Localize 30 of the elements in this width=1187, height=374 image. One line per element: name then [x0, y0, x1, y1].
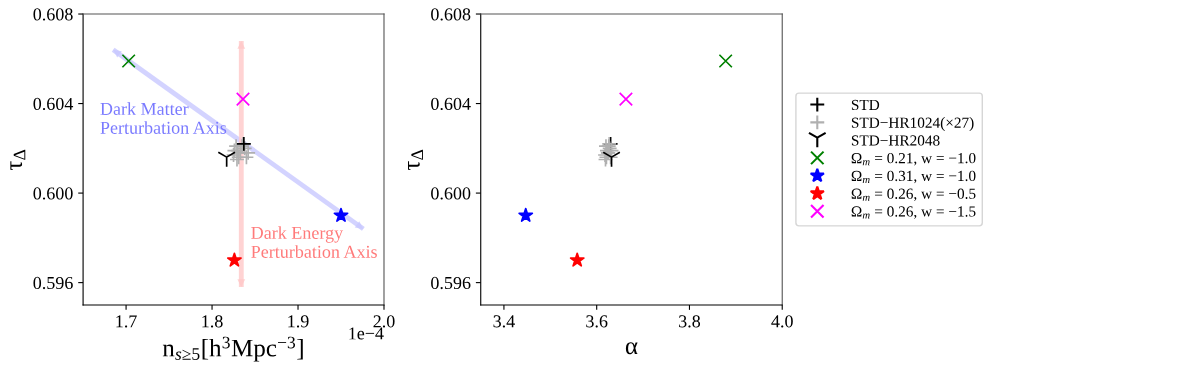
- y-axis-title: τ$_{Δ}$: [10, 149, 26, 171]
- x-tick-label: 3.6: [586, 315, 608, 328]
- x-tick-label: 4.0: [771, 315, 793, 328]
- y-tick-label: 0.604: [33, 97, 74, 111]
- legend-label: Ω$_{m}$ = 0.26, w = −1.5: [851, 206, 976, 219]
- y-tick-label: 0.600: [33, 187, 73, 200]
- x-tick-label: 1.7: [116, 315, 137, 328]
- legend-label: STD−HR1024(×27): [851, 117, 974, 131]
- y-tick-label: 0.600: [431, 187, 471, 200]
- x-axis-title: n$_{s≥5}$[h$^{3}$Mpc$^{−3}$]: [162, 336, 303, 362]
- y-tick-label: 0.596: [431, 276, 471, 290]
- x-tick-label: 1.9: [288, 315, 309, 328]
- annotation: Dark Energy Perturbation Axis: [251, 226, 377, 258]
- legend-label: STD: [851, 99, 880, 111]
- legend-label: Ω$_{m}$ = 0.31, w = −1.0: [851, 170, 976, 184]
- x-tick-label: 3.4: [493, 315, 515, 328]
- legend-label: Ω$_{m}$ = 0.26, w = −0.5: [851, 188, 976, 202]
- x-axis-title: α: [625, 342, 638, 355]
- y-tick-label: 0.604: [431, 97, 471, 111]
- y-tick-label: 0.608: [431, 8, 471, 21]
- y-tick-label: 0.608: [33, 8, 73, 21]
- legend-label: STD−HR2048: [851, 135, 940, 146]
- y-axis-title: τ$_{Δ}$: [408, 149, 423, 171]
- annotation: Dark Matter Perturbation Axis: [100, 102, 227, 134]
- legend-label: Ω$_{m}$ = 0.21, w = −1.0: [851, 153, 976, 166]
- x-tick-label: 3.8: [679, 315, 701, 328]
- x-tick-label: 1.8: [202, 315, 223, 328]
- text: 1e−4: [349, 327, 384, 340]
- x-tick-label: 2.0: [373, 315, 395, 328]
- y-tick-label: 0.596: [33, 276, 73, 290]
